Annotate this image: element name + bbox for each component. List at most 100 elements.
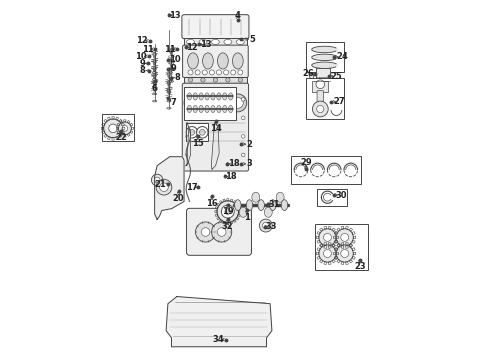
Polygon shape [166, 297, 272, 347]
Ellipse shape [218, 53, 228, 69]
Circle shape [188, 78, 193, 82]
Circle shape [171, 65, 172, 67]
Ellipse shape [222, 93, 227, 100]
Ellipse shape [312, 46, 338, 53]
Ellipse shape [167, 100, 171, 102]
Text: 12: 12 [186, 43, 198, 52]
Bar [316, 68, 330, 85]
Circle shape [319, 229, 336, 246]
Circle shape [186, 98, 190, 101]
Circle shape [151, 174, 163, 186]
Circle shape [209, 70, 214, 75]
Circle shape [226, 78, 230, 82]
Circle shape [186, 116, 190, 120]
Text: 23: 23 [354, 262, 366, 271]
FancyBboxPatch shape [187, 208, 251, 255]
Text: 6: 6 [152, 84, 158, 93]
Polygon shape [211, 123, 219, 169]
Circle shape [341, 249, 349, 257]
Circle shape [167, 89, 171, 92]
Circle shape [196, 127, 208, 138]
Text: 10: 10 [169, 55, 180, 64]
FancyBboxPatch shape [317, 91, 323, 107]
Ellipse shape [167, 107, 171, 109]
Circle shape [212, 222, 232, 242]
Ellipse shape [217, 105, 221, 113]
Bar [101, 114, 134, 141]
Text: 8: 8 [140, 66, 146, 75]
Ellipse shape [202, 53, 213, 69]
Ellipse shape [187, 40, 195, 44]
Ellipse shape [212, 40, 220, 44]
Text: 32: 32 [222, 222, 234, 231]
Circle shape [316, 80, 324, 89]
Circle shape [119, 122, 131, 135]
Text: 34: 34 [212, 335, 224, 344]
Text: 14: 14 [210, 124, 222, 133]
Ellipse shape [270, 200, 276, 211]
Text: 17: 17 [187, 183, 198, 192]
Ellipse shape [252, 192, 260, 202]
Circle shape [168, 85, 170, 87]
Text: 20: 20 [173, 194, 184, 203]
Text: 25: 25 [331, 72, 343, 81]
Text: 10: 10 [135, 52, 147, 61]
Text: 26: 26 [302, 69, 314, 78]
Circle shape [323, 249, 331, 257]
Circle shape [317, 105, 324, 113]
Circle shape [109, 124, 117, 133]
Text: 24: 24 [336, 53, 348, 62]
Text: 1: 1 [244, 213, 250, 222]
Circle shape [184, 94, 202, 112]
Circle shape [213, 78, 218, 82]
Circle shape [153, 85, 156, 87]
Ellipse shape [211, 93, 215, 100]
Bar [291, 156, 361, 184]
Ellipse shape [258, 200, 265, 211]
FancyBboxPatch shape [182, 15, 249, 39]
Ellipse shape [310, 73, 314, 79]
Ellipse shape [246, 200, 253, 211]
Ellipse shape [235, 200, 241, 211]
Circle shape [186, 127, 197, 138]
Text: 19: 19 [222, 207, 234, 216]
Circle shape [218, 228, 226, 236]
Circle shape [341, 233, 349, 241]
Circle shape [188, 98, 198, 108]
Circle shape [217, 201, 239, 222]
Circle shape [122, 126, 128, 131]
Text: 4: 4 [235, 10, 241, 19]
Ellipse shape [199, 105, 203, 113]
Text: 2: 2 [246, 140, 252, 149]
Text: 18: 18 [225, 172, 237, 181]
Circle shape [242, 98, 245, 101]
Ellipse shape [205, 93, 209, 100]
Ellipse shape [228, 93, 233, 100]
Circle shape [153, 67, 156, 71]
Circle shape [153, 63, 156, 66]
Circle shape [319, 245, 336, 262]
Circle shape [232, 98, 243, 108]
Text: 11: 11 [142, 45, 153, 54]
Ellipse shape [232, 53, 243, 69]
Circle shape [202, 98, 213, 108]
Circle shape [171, 53, 172, 55]
Text: 18: 18 [228, 159, 239, 168]
Circle shape [263, 222, 269, 229]
Ellipse shape [312, 54, 338, 60]
Bar [317, 189, 347, 206]
Text: 22: 22 [116, 133, 127, 142]
Circle shape [202, 70, 207, 75]
Bar [313, 81, 328, 92]
Text: 13: 13 [200, 40, 212, 49]
Circle shape [153, 74, 156, 78]
Circle shape [238, 78, 243, 82]
Ellipse shape [265, 207, 272, 217]
Text: 33: 33 [266, 222, 277, 231]
Ellipse shape [187, 93, 192, 100]
Text: 8: 8 [175, 73, 180, 82]
Circle shape [188, 70, 193, 75]
Ellipse shape [170, 81, 173, 82]
Circle shape [323, 233, 331, 241]
Circle shape [153, 53, 156, 56]
